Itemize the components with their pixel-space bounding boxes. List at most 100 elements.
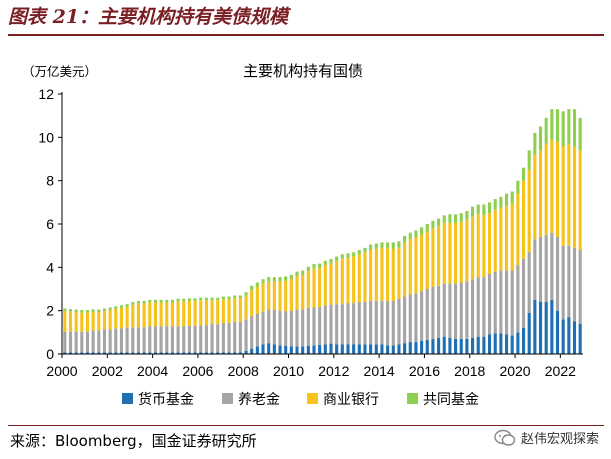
bar-segment-2 (131, 327, 135, 353)
bar-segment-2 (471, 279, 475, 338)
bar-segment-3 (125, 306, 129, 328)
bar-segment-2 (187, 325, 191, 353)
bar-segment-4 (538, 126, 543, 151)
bar-segment-3 (555, 141, 560, 237)
bar-segment-4 (80, 310, 84, 313)
bar-segment-2 (323, 305, 327, 345)
bar-segment-1 (97, 352, 101, 354)
bar-segment-1 (499, 333, 503, 354)
bar-segment-2 (306, 307, 310, 346)
bar-segment-1 (176, 352, 180, 354)
bar-segment-4 (386, 242, 390, 248)
bar-segment-1 (544, 302, 548, 354)
bar-segment-1 (471, 337, 475, 354)
bar-segment-2 (578, 250, 582, 324)
bar-segment-2 (227, 323, 231, 353)
bar-segment-2 (538, 237, 543, 302)
bar-segment-3 (153, 302, 157, 327)
bar-segment-1 (80, 352, 84, 354)
bar-segment-3 (131, 304, 135, 328)
bar-segment-3 (340, 258, 344, 305)
legend-label-1: 货币基金 (138, 391, 194, 408)
bar-segment-3 (267, 281, 271, 310)
bar-segment-2 (165, 326, 169, 353)
bar-segment-4 (493, 199, 497, 210)
bar-segment-1 (561, 319, 565, 354)
legend: 货币基金 养老金 商业银行 共同基金 (122, 391, 479, 408)
bar-segment-2 (278, 310, 282, 346)
chart-title: 主要机构持有国债 (243, 62, 363, 80)
bar-segment-1 (193, 352, 197, 354)
bar-segment-1 (142, 352, 146, 354)
bar-segment-3 (346, 257, 350, 304)
bar-segment-3 (119, 307, 124, 329)
bar-segment-4 (555, 109, 560, 142)
bar-segment-1 (289, 346, 293, 354)
bar-segment-4 (437, 218, 441, 227)
bar-segment-4 (544, 117, 548, 144)
bar-segment-2 (193, 325, 197, 353)
bar-segment-2 (550, 232, 554, 300)
bar-segment-4 (323, 260, 327, 266)
y-tick-label: 12 (38, 86, 54, 102)
bar-segment-4 (363, 247, 367, 253)
bar-segment-1 (521, 328, 526, 354)
y-tick-label: 10 (38, 129, 54, 145)
bar-segment-2 (108, 329, 112, 353)
bar-segment-4 (306, 266, 310, 272)
bar-segment-1 (301, 346, 305, 354)
bar-segment-4 (504, 193, 509, 206)
source-note: 来源：Bloomberg，国金证券研究所 (10, 432, 257, 450)
bar-segment-2 (369, 300, 373, 345)
bar-segment-3 (323, 265, 327, 306)
x-tick-label: 2000 (46, 363, 77, 379)
bar-segment-3 (414, 237, 418, 294)
bar-segment-4 (318, 263, 322, 268)
bar-segment-4 (301, 270, 305, 275)
bar-segment-4 (97, 309, 101, 313)
bar-segment-2 (516, 265, 520, 333)
bar-segment-3 (182, 301, 186, 327)
bar-segment-1 (578, 323, 582, 354)
legend-swatch-3 (307, 393, 318, 404)
bar-segment-2 (425, 289, 429, 340)
bar-segment-1 (318, 344, 322, 354)
bar-segment-2 (216, 324, 220, 353)
bar-segment-3 (374, 248, 378, 301)
bar-segment-2 (533, 239, 537, 300)
bar-segment-1 (165, 352, 169, 354)
bar-segment-3 (210, 300, 214, 325)
axes: 0 2 4 6 8 10 12 2000 2002 2004 2006 2008 2010 2012 201… (38, 86, 583, 379)
bar-segment-2 (199, 325, 203, 353)
bar-segment-2 (233, 321, 237, 353)
bar-segment-3 (465, 219, 469, 282)
bar-segment-1 (306, 345, 310, 354)
bar-segment-1 (555, 310, 560, 354)
bar-segment-2 (136, 327, 140, 353)
bar-segment-3 (250, 290, 254, 317)
bar-segment-1 (420, 341, 424, 354)
bar-segment-1 (340, 344, 344, 354)
bar-segment-3 (442, 222, 446, 284)
bar-segment-2 (63, 331, 67, 353)
bar-segment-3 (538, 150, 543, 237)
bar-segment-4 (85, 310, 90, 313)
bar-segment-1 (278, 345, 282, 354)
bar-segment-4 (272, 277, 276, 282)
bar-segment-2 (318, 306, 322, 345)
bar-segment-1 (159, 352, 163, 354)
bar-segment-4 (221, 296, 225, 300)
bar-segment-2 (340, 304, 344, 345)
bar-segment-2 (85, 331, 90, 353)
bar-segment-2 (182, 326, 186, 353)
bar-segment-3 (527, 169, 531, 253)
bar-segment-1 (199, 352, 203, 354)
bar-segment-1 (352, 344, 356, 354)
legend-swatch-1 (122, 393, 133, 404)
bar-segment-3 (335, 260, 339, 305)
bar-segment-2 (148, 326, 152, 353)
bar-segment-1 (488, 334, 492, 354)
bar-segment-4 (431, 220, 435, 229)
bar-segment-3 (357, 254, 361, 302)
bar-segment-4 (335, 256, 339, 261)
